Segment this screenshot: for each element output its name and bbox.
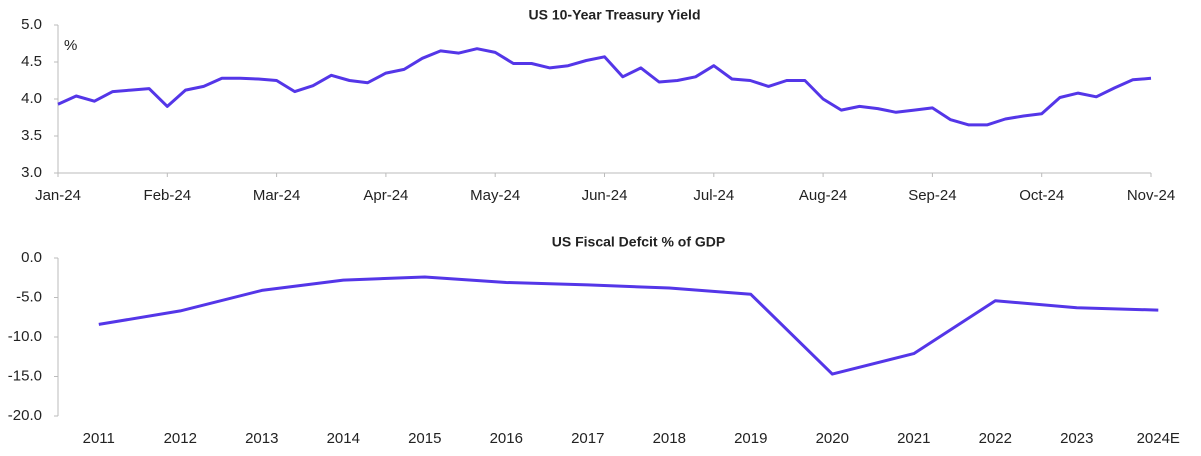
x-tick-label: 2019 (734, 430, 767, 447)
x-tick-label: Feb-24 (144, 187, 192, 204)
x-tick-label: 2020 (816, 430, 849, 447)
x-tick-label: Jun-24 (582, 187, 628, 204)
unit-annotation: % (64, 37, 77, 54)
x-tick-label: 2016 (490, 430, 523, 447)
x-tick-label: 2014 (327, 430, 360, 447)
x-tick-label: 2022 (979, 430, 1012, 447)
y-tick-label: 3.5 (21, 127, 42, 144)
x-tick-label: 2021 (897, 430, 930, 447)
y-tick-label: 5.0 (21, 16, 42, 33)
y-tick-label: 0.0 (21, 249, 42, 266)
x-tick-label: Nov-24 (1127, 187, 1175, 204)
x-tick-label: Oct-24 (1019, 187, 1064, 204)
series-line (98, 275, 1159, 376)
x-tick-label: Apr-24 (363, 187, 408, 204)
x-tick-label: 2023 (1060, 430, 1093, 447)
x-tick-label: 2018 (653, 430, 686, 447)
x-tick-label: Mar-24 (253, 187, 301, 204)
x-tick-label: 2012 (164, 430, 197, 447)
x-tick-label: Sep-24 (908, 187, 956, 204)
x-tick-label: 2011 (83, 430, 115, 447)
chart-title: US Fiscal Defcit % of GDP (552, 234, 725, 250)
y-tick-label: 3.0 (21, 164, 42, 181)
x-tick-label: Jan-24 (35, 187, 81, 204)
y-tick-label: -15.0 (8, 367, 42, 384)
series-line (57, 47, 1152, 127)
y-tick-label: -5.0 (16, 288, 42, 305)
x-tick-label: Aug-24 (799, 187, 847, 204)
x-tick-label: Jul-24 (693, 187, 734, 204)
chart-title: US 10-Year Treasury Yield (529, 7, 701, 23)
y-tick-label: -10.0 (8, 328, 42, 345)
y-tick-label: -20.0 (8, 407, 42, 424)
y-tick-label: 4.0 (21, 90, 42, 107)
x-tick-label: 2017 (571, 430, 604, 447)
y-tick-label: 4.5 (21, 53, 42, 70)
x-tick-label: 2013 (245, 430, 278, 447)
x-tick-label: 2024E (1137, 430, 1180, 447)
x-tick-label: May-24 (470, 187, 520, 204)
x-tick-label: 2015 (408, 430, 441, 447)
